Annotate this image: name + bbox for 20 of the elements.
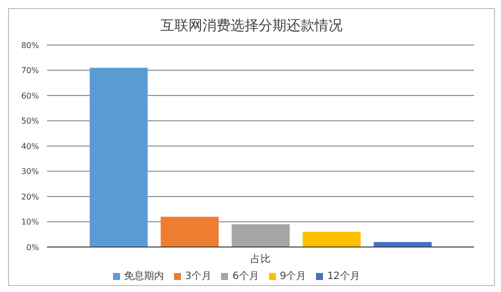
legend-label: 3个月	[185, 271, 212, 282]
y-tick-label: 20%	[21, 192, 40, 202]
bar	[90, 68, 148, 247]
bar	[232, 224, 290, 247]
x-tick-label: 占比	[250, 253, 270, 266]
y-tick-label: 60%	[21, 91, 40, 100]
legend-label: 9个月	[280, 271, 306, 282]
y-tick-label: 50%	[21, 116, 40, 126]
y-tick-label: 30%	[21, 167, 40, 176]
y-tick-label: 0%	[26, 242, 40, 252]
legend-label: 免息期内	[124, 271, 164, 282]
legend-label: 6个月	[232, 271, 259, 282]
y-tick-label: 10%	[21, 218, 40, 227]
y-tick-label: 40%	[21, 142, 40, 151]
bar	[160, 216, 219, 247]
legend-label: 12个月	[327, 271, 360, 282]
bar	[302, 232, 361, 247]
chart-title: 互联网消费选择分期还款情况	[160, 17, 344, 36]
y-tick-label: 70%	[21, 66, 40, 76]
y-tick-label: 80%	[21, 40, 40, 50]
